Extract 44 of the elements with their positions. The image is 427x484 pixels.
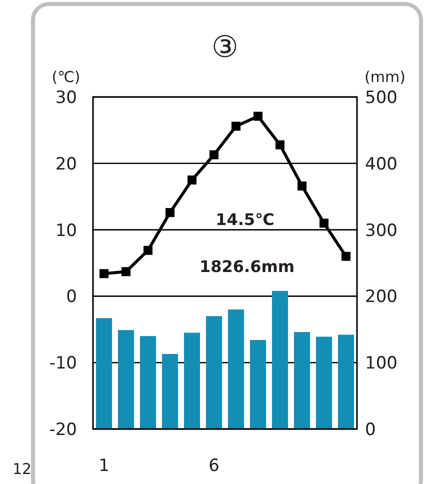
point [210,150,218,160]
y-tick-label: -20 [49,420,77,440]
y-tick-label: 0 [66,287,77,308]
bar [228,309,244,429]
bar [96,318,112,429]
bar [162,354,178,429]
y-tick-label: -10 [49,354,77,374]
point [320,218,328,228]
point [342,252,350,261]
point [276,140,284,150]
bar [316,336,332,429]
y2-tick-label: 100 [365,354,398,374]
point [122,267,130,276]
bar [140,336,156,429]
y2-tick-label: 0 [365,420,376,440]
point [166,208,174,218]
point [100,269,108,278]
bar [272,290,288,429]
annotation: 14.5℃ [216,210,274,229]
point [254,112,262,121]
y2-tick-label: 300 [365,220,398,241]
point [144,246,152,255]
bar [206,316,222,429]
y2-tick-label: 500 [365,88,398,108]
bar [250,340,266,429]
bar [118,330,134,429]
x-tick-label: 1 [98,456,110,476]
text: 12 [12,460,32,478]
y2-tick-label: 400 [365,154,398,174]
bar [338,334,354,429]
bar [294,332,310,429]
y-tick-label: 30 [55,88,77,108]
y2-axis-title: (mm) [364,68,406,86]
y2-tick-label: 200 [365,287,398,308]
annotation: 1826.6mm [199,257,295,276]
y-axis-title: (℃) [52,68,80,86]
chart-title: ③ [212,30,238,65]
point [188,176,196,184]
x-tick-label: 6 [208,456,220,476]
y-tick-label: 10 [55,220,77,241]
bar [184,332,200,429]
point [232,122,240,131]
y-tick-label: 20 [55,154,77,174]
point [298,181,306,190]
